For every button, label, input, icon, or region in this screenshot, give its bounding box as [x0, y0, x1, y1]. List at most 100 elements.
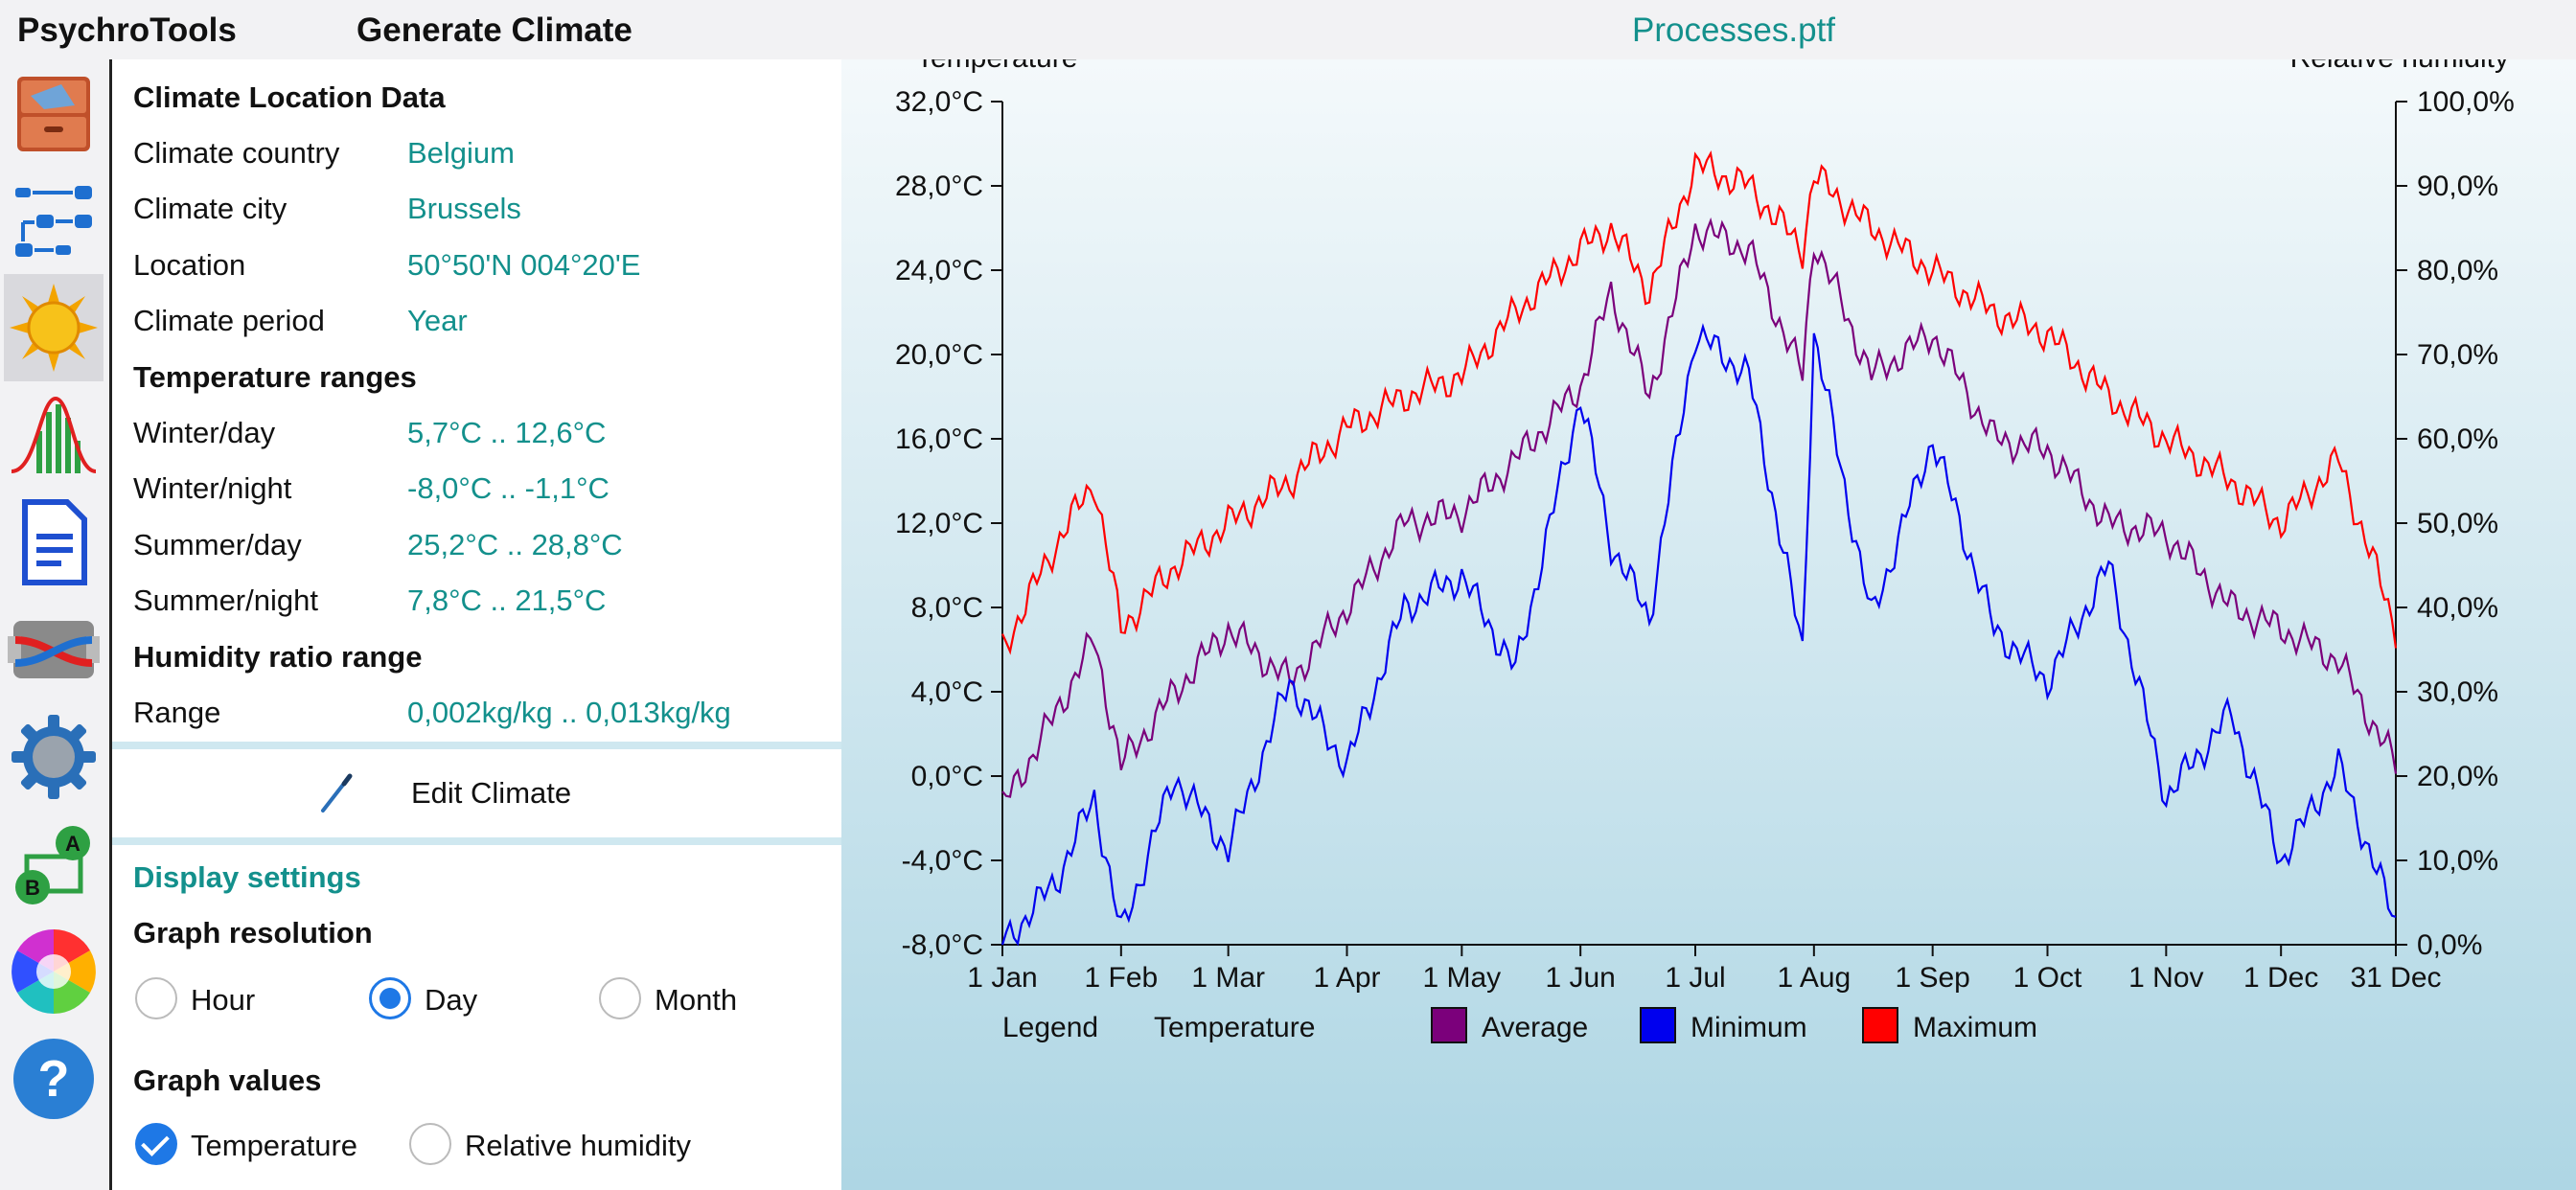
edit-climate-button[interactable]: Edit Climate — [112, 749, 844, 837]
series-line-maximum — [1000, 149, 2398, 655]
x-tick-label: 1 Feb — [1084, 962, 1158, 994]
y-tick-label-left: 24,0°C — [895, 255, 983, 286]
separator — [112, 837, 844, 845]
page-title: Generate Climate — [356, 11, 632, 49]
tool-heat-exchanger[interactable] — [4, 596, 104, 703]
y-tick-label-right: 60,0% — [2417, 423, 2498, 455]
y-tick-label-left: 8,0°C — [911, 592, 983, 624]
x-tick-label: 1 Mar — [1191, 962, 1265, 994]
y-tick-label-right: 30,0% — [2417, 676, 2498, 708]
summer-day-value: 25,2°C .. 28,8°C — [407, 528, 623, 561]
process-flow-icon — [15, 186, 92, 257]
radio-hour[interactable] — [135, 977, 177, 1019]
color-wheel-icon — [12, 929, 96, 1014]
x-tick-label: 1 Jan — [967, 962, 1037, 994]
chart-background — [841, 59, 2576, 1190]
display-settings-heading: Display settings — [133, 860, 361, 894]
archive-icon — [17, 77, 90, 151]
radio-day[interactable] — [369, 977, 411, 1019]
checkbox-temperature[interactable] — [135, 1123, 177, 1165]
y-axis-right-title: Relative humidity — [2290, 59, 2509, 74]
pencil-icon — [321, 773, 353, 812]
radio-month[interactable] — [599, 977, 641, 1019]
series-line-average — [1001, 217, 2398, 798]
tool-climate[interactable] — [4, 274, 104, 381]
country-value[interactable]: Belgium — [407, 136, 515, 170]
app-name: PsychroTools — [17, 11, 237, 49]
summer-day-label: Summer/day — [133, 528, 302, 561]
y-tick-label-left: -8,0°C — [902, 929, 983, 961]
y-tick-label-right: 90,0% — [2417, 171, 2498, 202]
document-icon — [22, 499, 87, 585]
y-tick-label-right: 70,0% — [2417, 339, 2498, 371]
x-tick-label: 1 Sep — [1895, 962, 1969, 994]
x-tick-label: 1 Oct — [2013, 962, 2082, 994]
ab-conversion-icon: A B — [15, 826, 90, 904]
chart-svg: Temperature Relative humidity 32,0°C 100,0%… — [841, 59, 2576, 1190]
legend-entry-minimum: Minimum — [1690, 1012, 1807, 1043]
legend-entry-maximum: Maximum — [1913, 1012, 2037, 1043]
help-icon: ? — [13, 1039, 94, 1119]
tool-distribution[interactable] — [4, 381, 104, 489]
tool-color[interactable] — [4, 918, 104, 1025]
document-title[interactable]: Processes.ptf — [1632, 11, 1836, 49]
svg-text:A: A — [65, 832, 80, 856]
legend-label: Legend — [1002, 1012, 1098, 1043]
y-tick-label-left: 16,0°C — [895, 423, 983, 455]
tool-archive[interactable] — [4, 59, 104, 167]
city-value[interactable]: Brussels — [407, 192, 521, 225]
heat-exchanger-icon — [8, 621, 100, 678]
y-tick-label-left: 28,0°C — [895, 171, 983, 202]
y-tick-label-left: 32,0°C — [895, 86, 983, 118]
period-value[interactable]: Year — [407, 304, 468, 337]
tool-sidebar: A B ? — [0, 59, 107, 1190]
x-tick-label: 31 Dec — [2350, 962, 2441, 994]
distribution-icon — [11, 396, 97, 473]
y-tick-label-left: 20,0°C — [895, 339, 983, 371]
y-tick-label-left: -4,0°C — [902, 845, 983, 877]
y-tick-label-right: 0,0% — [2417, 929, 2482, 961]
svg-text:?: ? — [38, 1050, 70, 1108]
summer-night-value: 7,8°C .. 21,5°C — [407, 584, 607, 617]
y-tick-label-right: 50,0% — [2417, 508, 2498, 539]
title-bar: PsychroTools Generate Climate Processes.… — [0, 0, 2576, 59]
x-tick-label: 1 Dec — [2243, 962, 2318, 994]
separator — [112, 742, 844, 749]
climate-chart: Temperature Relative humidity 32,0°C 100,0%… — [841, 59, 2576, 1190]
y-tick-label-right: 100,0% — [2417, 86, 2515, 118]
climate-heading: Climate Location Data — [133, 80, 446, 114]
winter-night-value: -8,0°C .. -1,1°C — [407, 471, 610, 505]
humidity-heading: Humidity ratio range — [133, 640, 423, 674]
radio-day-label[interactable]: Day — [425, 983, 478, 1017]
series-line-minimum — [1000, 323, 2397, 947]
legend-group-label: Temperature — [1154, 1012, 1315, 1043]
temperature-ranges-heading: Temperature ranges — [133, 360, 417, 394]
x-tick-label: 1 Jun — [1545, 962, 1615, 994]
tool-process-flow[interactable] — [4, 167, 104, 274]
location-value: 50°50'N 004°20'E — [407, 248, 641, 282]
legend-swatch-average — [1431, 1007, 1467, 1043]
checkbox-relative-humidity[interactable] — [409, 1123, 451, 1165]
y-tick-label-right: 80,0% — [2417, 255, 2498, 286]
x-tick-label: 1 Apr — [1313, 962, 1380, 994]
settings-panel: Climate Location Data Climate country Be… — [109, 59, 844, 1190]
y-tick-label-left: 4,0°C — [911, 676, 983, 708]
tool-settings[interactable] — [4, 703, 104, 811]
country-label: Climate country — [133, 136, 340, 170]
city-label: Climate city — [133, 192, 288, 225]
summer-night-label: Summer/night — [133, 584, 318, 617]
x-tick-label: 1 Aug — [1777, 962, 1851, 994]
tool-conversion[interactable]: A B — [4, 811, 104, 918]
radio-hour-label[interactable]: Hour — [191, 983, 256, 1017]
winter-day-label: Winter/day — [133, 416, 276, 449]
checkbox-temperature-label[interactable]: Temperature — [191, 1129, 358, 1162]
period-label: Climate period — [133, 304, 325, 337]
radio-month-label[interactable]: Month — [655, 983, 738, 1017]
tool-help[interactable]: ? — [4, 1025, 104, 1133]
tool-report[interactable] — [4, 489, 104, 596]
x-tick-label: 1 Jul — [1665, 962, 1725, 994]
checkbox-relative-humidity-label[interactable]: Relative humidity — [465, 1129, 692, 1162]
y-tick-label-right: 20,0% — [2417, 761, 2498, 792]
humidity-range-value: 0,002kg/kg .. 0,013kg/kg — [407, 696, 731, 729]
y-axis-left-title: Temperature — [916, 59, 1077, 74]
